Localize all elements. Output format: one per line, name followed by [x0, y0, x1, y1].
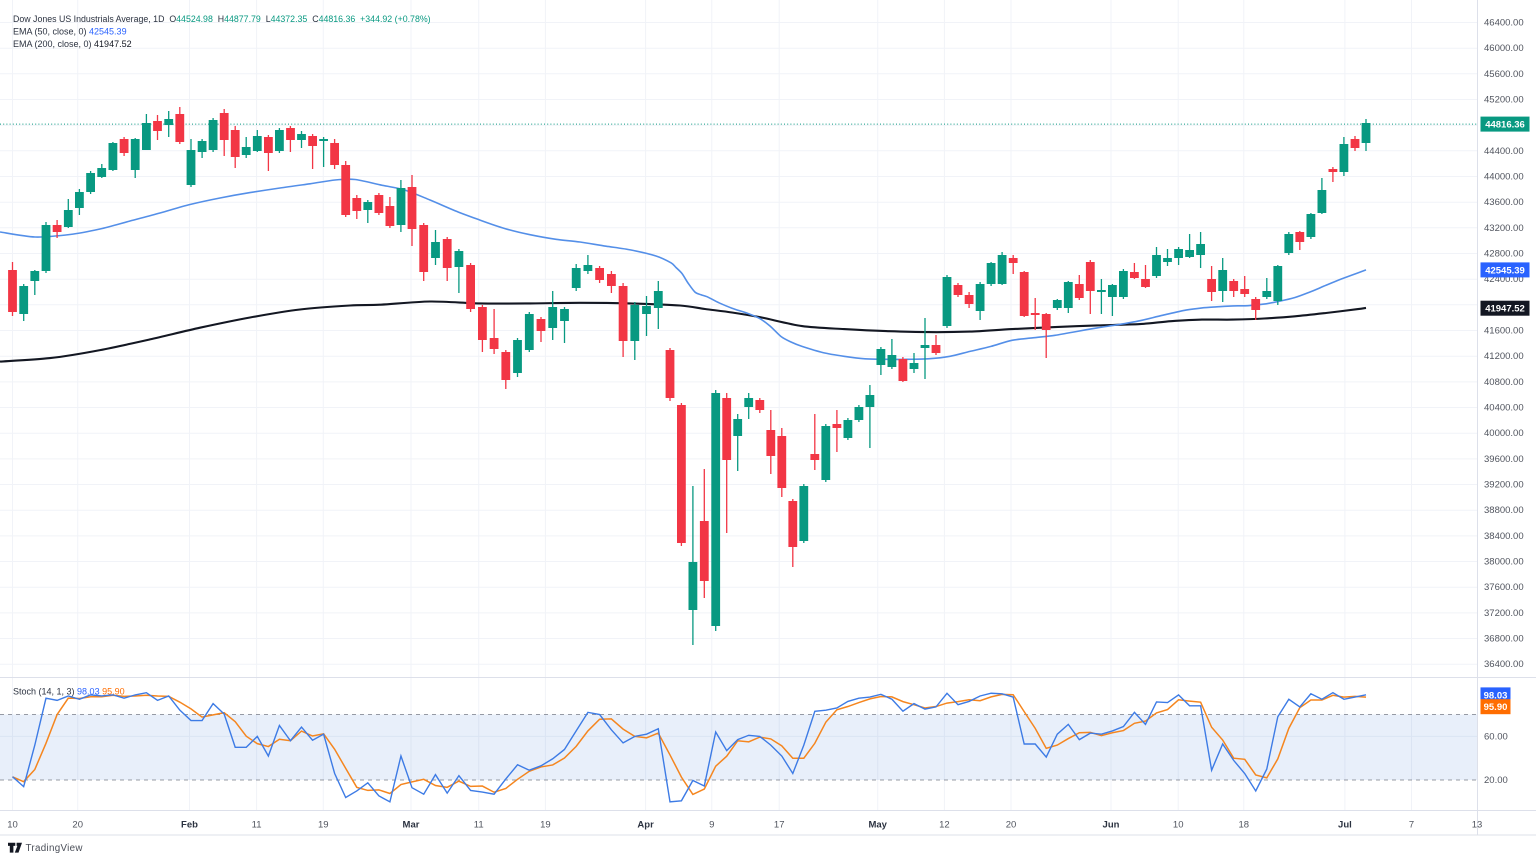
svg-text:45600.00: 45600.00 — [1484, 69, 1524, 80]
svg-text:43600.00: 43600.00 — [1484, 197, 1524, 208]
svg-text:18: 18 — [1239, 820, 1250, 831]
svg-text:EMA (200, close, 0) 41947.52: EMA (200, close, 0) 41947.52 — [13, 39, 132, 49]
svg-text:12: 12 — [939, 820, 950, 831]
svg-text:46000.00: 46000.00 — [1484, 43, 1524, 54]
svg-text:44000.00: 44000.00 — [1484, 172, 1524, 183]
svg-text:37600.00: 37600.00 — [1484, 582, 1524, 593]
svg-text:19: 19 — [318, 820, 329, 831]
svg-text:45200.00: 45200.00 — [1484, 95, 1524, 106]
svg-text:Feb: Feb — [181, 820, 198, 831]
svg-text:38000.00: 38000.00 — [1484, 557, 1524, 568]
svg-text:40400.00: 40400.00 — [1484, 403, 1524, 414]
svg-text:Jun: Jun — [1103, 820, 1120, 831]
svg-text:41600.00: 41600.00 — [1484, 326, 1524, 337]
svg-text:43200.00: 43200.00 — [1484, 223, 1524, 234]
svg-text:40000.00: 40000.00 — [1484, 428, 1524, 439]
svg-text:39200.00: 39200.00 — [1484, 480, 1524, 491]
svg-text:10: 10 — [7, 820, 18, 831]
svg-text:11: 11 — [252, 820, 262, 831]
svg-text:Dow Jones US Industrials Avera: Dow Jones US Industrials Average, 1D O44… — [13, 14, 431, 24]
svg-text:38800.00: 38800.00 — [1484, 505, 1524, 516]
svg-text:42400.00: 42400.00 — [1484, 274, 1524, 285]
svg-text:38400.00: 38400.00 — [1484, 531, 1524, 542]
svg-text:42545.39: 42545.39 — [1485, 265, 1525, 276]
svg-text:98.03: 98.03 — [1484, 690, 1508, 701]
svg-text:20: 20 — [1006, 820, 1017, 831]
svg-text:37200.00: 37200.00 — [1484, 608, 1524, 619]
svg-text:Apr: Apr — [637, 820, 654, 831]
svg-text:TradingView: TradingView — [26, 843, 84, 854]
svg-text:Mar: Mar — [403, 820, 420, 831]
svg-text:42800.00: 42800.00 — [1484, 249, 1524, 260]
svg-text:17: 17 — [774, 820, 785, 831]
svg-text:95.90: 95.90 — [1484, 702, 1508, 713]
svg-text:44816.36: 44816.36 — [1485, 120, 1525, 131]
svg-text:40800.00: 40800.00 — [1484, 377, 1524, 388]
svg-text:36400.00: 36400.00 — [1484, 659, 1524, 670]
svg-text:EMA (50, close, 0) 42545.39: EMA (50, close, 0) 42545.39 — [13, 27, 127, 37]
svg-text:May: May — [868, 820, 887, 831]
svg-text:41200.00: 41200.00 — [1484, 351, 1524, 362]
svg-text:36800.00: 36800.00 — [1484, 634, 1524, 645]
svg-text:20.00: 20.00 — [1484, 775, 1508, 786]
svg-text:20: 20 — [72, 820, 83, 831]
svg-text:9: 9 — [709, 820, 714, 831]
svg-text:Jul: Jul — [1338, 820, 1352, 831]
svg-text:60.00: 60.00 — [1484, 731, 1508, 742]
svg-text:11: 11 — [474, 820, 484, 831]
svg-text:19: 19 — [540, 820, 551, 831]
svg-text:10: 10 — [1173, 820, 1184, 831]
svg-text:41947.52: 41947.52 — [1485, 304, 1525, 315]
svg-text:39600.00: 39600.00 — [1484, 454, 1524, 465]
svg-text:44400.00: 44400.00 — [1484, 146, 1524, 157]
svg-text:7: 7 — [1409, 820, 1414, 831]
svg-text:Stoch (14, 1, 3) 98.03 95.90: Stoch (14, 1, 3) 98.03 95.90 — [13, 687, 125, 697]
svg-text:13: 13 — [1472, 820, 1483, 831]
svg-text:46400.00: 46400.00 — [1484, 18, 1524, 29]
